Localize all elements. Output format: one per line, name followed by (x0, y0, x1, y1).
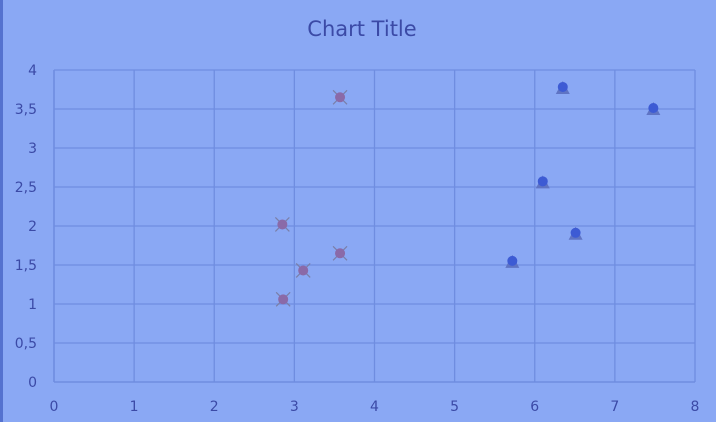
tick-labels: 0 0,5 1 1,5 2 2,5 3 3,5 4 0 1 2 3 4 5 6 7 8 (15, 63, 700, 415)
data-point (295, 263, 311, 278)
data-point (274, 217, 290, 232)
data-point (275, 291, 291, 307)
y-tick-label: 0 (28, 375, 37, 391)
x-tick-label: 1 (130, 399, 139, 415)
window-edge (0, 0, 3, 422)
x-tick-label: 4 (370, 399, 379, 415)
x-tick-label: 0 (50, 399, 59, 415)
y-tick-label: 1 (28, 297, 37, 313)
y-tick-label: 1,5 (15, 258, 37, 274)
y-tick-label: 4 (28, 63, 37, 79)
data-point (535, 175, 550, 189)
y-tick-label: 3,5 (15, 102, 37, 118)
data-point (555, 80, 570, 94)
data-point (568, 226, 583, 240)
data-point (332, 89, 348, 105)
x-tick-label: 8 (691, 399, 700, 415)
x-tick-label: 6 (530, 399, 539, 415)
y-tick-label: 3 (28, 141, 37, 157)
data-points (274, 80, 661, 307)
x-tick-label: 3 (290, 399, 299, 415)
x-tick-label: 5 (450, 399, 459, 415)
gridlines (53, 69, 696, 383)
y-tick-label: 2,5 (15, 180, 37, 196)
x-tick-label: 7 (610, 399, 619, 415)
data-point (505, 254, 520, 268)
y-tick-label: 2 (28, 219, 37, 235)
data-point (646, 102, 661, 115)
data-point (332, 245, 348, 261)
y-tick-label: 0,5 (15, 336, 37, 352)
chart-title: Chart Title (307, 17, 416, 41)
x-tick-label: 2 (210, 399, 219, 415)
